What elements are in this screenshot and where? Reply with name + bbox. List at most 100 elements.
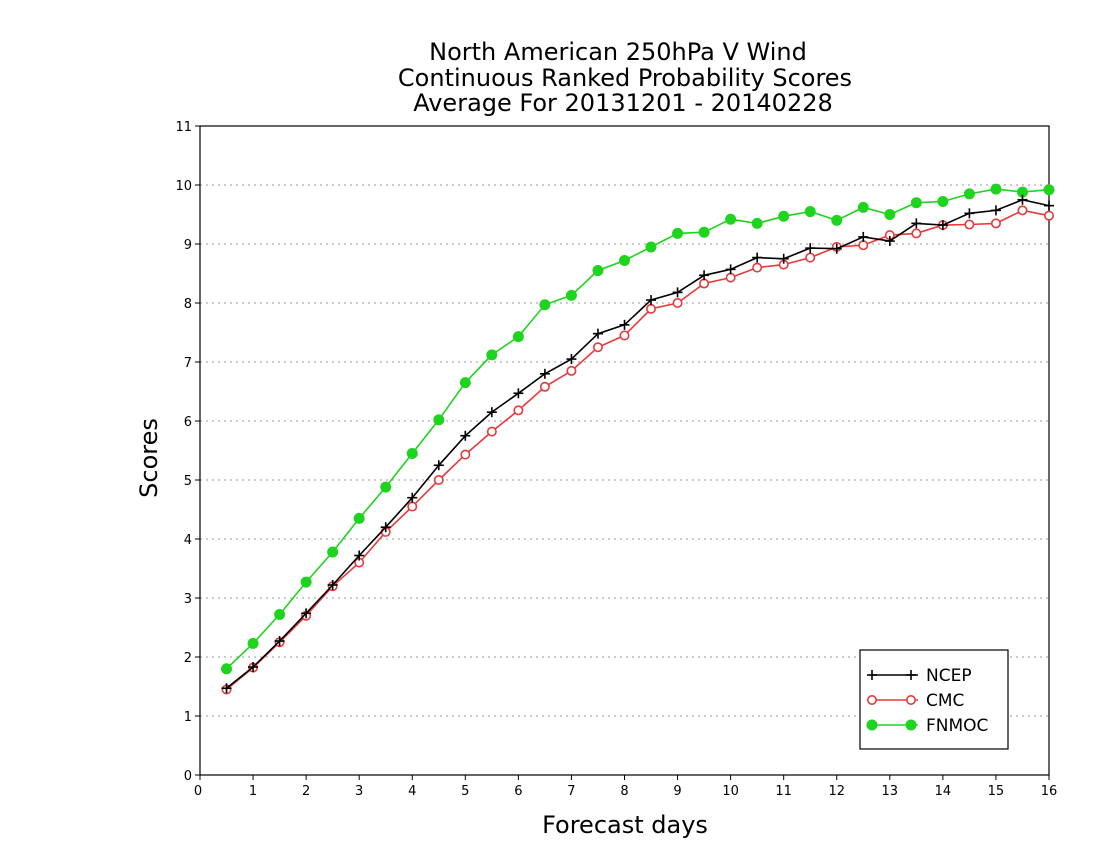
data-point-cmc — [752, 262, 763, 273]
x-tick-label: 12 — [828, 784, 845, 799]
y-tick-label: 6 — [184, 415, 192, 430]
legend-marker-cmc — [866, 694, 877, 705]
x-tick-label: 14 — [935, 784, 952, 799]
y-tick-label: 1 — [184, 710, 192, 725]
x-tick-label: 6 — [514, 784, 522, 799]
data-point-ncep — [672, 287, 683, 298]
data-point-ncep — [831, 243, 842, 254]
data-point-ncep — [699, 270, 710, 281]
data-point-fnmoc — [380, 481, 392, 493]
series-line-cmc — [225, 209, 1050, 691]
data-point-cmc — [990, 218, 1001, 229]
x-tick-label: 13 — [882, 784, 899, 799]
data-point-ncep — [354, 550, 365, 561]
y-tick-label: 9 — [184, 238, 192, 253]
data-point-fnmoc — [512, 331, 524, 343]
chart-title-line-3: Average For 20131201 - 20140228 — [413, 89, 833, 117]
legend-label-cmc: CMC — [926, 691, 964, 711]
data-point-cmc — [858, 240, 869, 251]
data-point-cmc — [964, 219, 975, 230]
x-tick-label: 11 — [775, 784, 792, 799]
x-tick-label: 9 — [673, 784, 681, 799]
data-point-ncep — [433, 460, 444, 471]
data-point-cmc — [486, 426, 497, 437]
data-point-cmc — [911, 228, 922, 239]
data-point-fnmoc — [884, 209, 896, 220]
data-point-fnmoc — [247, 637, 259, 649]
legend-label-fnmoc: FNMOC — [926, 716, 988, 736]
data-point-ncep — [486, 407, 497, 418]
x-tick-label: 3 — [355, 784, 363, 799]
data-point-cmc — [407, 501, 418, 512]
data-point-cmc — [646, 303, 657, 314]
data-point-cmc — [1044, 210, 1055, 221]
x-tick-label: 5 — [461, 784, 469, 799]
y-tick-label: 5 — [184, 474, 192, 489]
chart-title-line-1: North American 250hPa V Wind — [429, 38, 807, 66]
data-point-cmc — [619, 330, 630, 341]
y-axis-ticks: 0 1 2 3 4 5 6 7 8 9 10 11 — [175, 120, 200, 784]
data-point-ncep — [460, 430, 471, 441]
data-point-ncep — [248, 662, 259, 673]
legend: NCEP CMC FNMOC — [859, 649, 1009, 750]
data-point-fnmoc — [486, 349, 498, 361]
data-point-fnmoc — [857, 201, 869, 213]
data-point-fnmoc — [592, 265, 604, 277]
y-tick-label: 0 — [184, 769, 192, 784]
data-point-fnmoc — [831, 214, 843, 226]
legend-item-cmc: CMC — [866, 691, 964, 711]
x-tick-label: 4 — [408, 784, 416, 799]
data-point-ncep — [274, 636, 285, 647]
chart-title: North American 250hPa V Wind Continuous … — [398, 38, 852, 117]
x-axis-label: Forecast days — [542, 811, 708, 839]
series-line-ncep — [225, 198, 1050, 689]
data-point-fnmoc — [937, 196, 949, 208]
y-tick-label: 2 — [184, 651, 192, 666]
data-point-cmc — [592, 342, 603, 353]
data-point-fnmoc — [751, 217, 763, 229]
data-point-ncep — [619, 319, 630, 330]
data-point-fnmoc — [910, 197, 922, 209]
x-tick-label: 2 — [302, 784, 310, 799]
y-tick-label: 10 — [175, 179, 192, 194]
x-tick-label: 1 — [249, 784, 257, 799]
data-point-fnmoc — [274, 609, 286, 621]
y-axis-label: Scores — [135, 418, 163, 498]
y-tick-label: 3 — [184, 592, 192, 607]
data-point-fnmoc — [327, 546, 339, 558]
data-point-ncep — [725, 264, 736, 275]
data-point-fnmoc — [725, 213, 737, 225]
data-point-ncep — [221, 683, 232, 694]
chart-title-line-2: Continuous Ranked Probability Scores — [398, 64, 852, 92]
x-tick-label: 16 — [1041, 784, 1058, 799]
data-point-cmc — [513, 405, 524, 416]
legend-label-ncep: NCEP — [926, 666, 972, 686]
data-point-cmc — [539, 381, 550, 392]
data-point-fnmoc — [963, 188, 975, 200]
data-point-cmc — [1017, 205, 1028, 216]
data-point-ncep — [566, 354, 577, 365]
data-point-ncep — [964, 208, 975, 219]
data-point-ncep — [1017, 194, 1028, 205]
data-point-ncep — [513, 388, 524, 399]
data-point-ncep — [937, 220, 948, 231]
data-point-fnmoc — [300, 576, 312, 588]
legend-marker-fnmoc — [866, 719, 878, 731]
data-point-cmc — [725, 272, 736, 283]
data-point-ncep — [778, 253, 789, 264]
x-axis-ticks: 0 1 2 3 4 5 6 7 8 9 10 11 12 13 14 15 16 — [194, 775, 1057, 799]
data-point-ncep — [990, 205, 1001, 216]
data-point-fnmoc — [353, 512, 365, 524]
x-tick-label: 15 — [988, 784, 1005, 799]
data-point-fnmoc — [565, 289, 577, 301]
legend-item-fnmoc: FNMOC — [866, 716, 988, 736]
y-tick-label: 7 — [184, 356, 192, 371]
data-point-ncep — [327, 580, 338, 591]
x-tick-label: 8 — [620, 784, 628, 799]
series-ncep — [221, 194, 1054, 694]
data-point-fnmoc — [698, 226, 710, 238]
data-point-ncep — [858, 231, 869, 242]
data-point-ncep — [592, 328, 603, 339]
data-point-fnmoc — [539, 299, 551, 311]
